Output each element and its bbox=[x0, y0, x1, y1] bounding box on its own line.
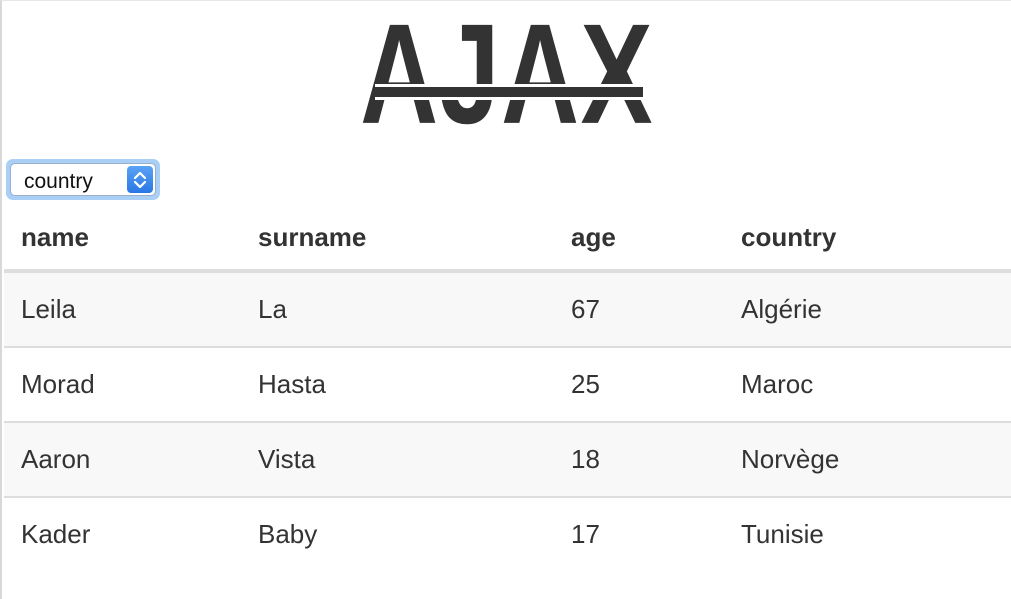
cell-country: Tunisie bbox=[724, 496, 1011, 571]
logo-strikethrough bbox=[375, 84, 643, 100]
cell-age: 67 bbox=[554, 271, 724, 347]
logo: AJAX bbox=[2, 0, 1011, 154]
table-row: Kader Baby 17 Tunisie bbox=[4, 496, 1011, 571]
cell-age: 18 bbox=[554, 421, 724, 497]
cell-age: 17 bbox=[554, 496, 724, 571]
cell-name: Aaron bbox=[4, 421, 241, 497]
column-header-country[interactable]: country bbox=[724, 206, 1011, 273]
table-row: Leila La 67 Algérie bbox=[4, 271, 1011, 347]
cell-surname: Hasta bbox=[241, 346, 554, 422]
column-header-surname[interactable]: surname bbox=[241, 206, 554, 273]
logo-text: AJAX bbox=[360, 0, 655, 154]
sort-select-value: country bbox=[24, 170, 93, 193]
people-table: name surname age country Leila La 67 Alg… bbox=[4, 206, 1011, 571]
cell-country: Maroc bbox=[724, 346, 1011, 422]
cell-age: 25 bbox=[554, 346, 724, 422]
cell-surname: Baby bbox=[241, 496, 554, 571]
table-row: Morad Hasta 25 Maroc bbox=[4, 346, 1011, 422]
cell-surname: Vista bbox=[241, 421, 554, 497]
table-row: Aaron Vista 18 Norvège bbox=[4, 421, 1011, 497]
cell-surname: La bbox=[241, 271, 554, 347]
cell-country: Algérie bbox=[724, 271, 1011, 347]
sort-select[interactable]: country bbox=[10, 163, 156, 196]
table-header-row: name surname age country bbox=[4, 206, 1011, 273]
select-stepper-icon[interactable] bbox=[127, 166, 153, 193]
column-header-age[interactable]: age bbox=[554, 206, 724, 273]
cell-name: Kader bbox=[4, 496, 241, 571]
cell-country: Norvège bbox=[724, 421, 1011, 497]
cell-name: Morad bbox=[4, 346, 241, 422]
column-header-name[interactable]: name bbox=[4, 206, 241, 273]
sort-select-focus-ring: country bbox=[6, 159, 160, 200]
cell-name: Leila bbox=[4, 271, 241, 347]
